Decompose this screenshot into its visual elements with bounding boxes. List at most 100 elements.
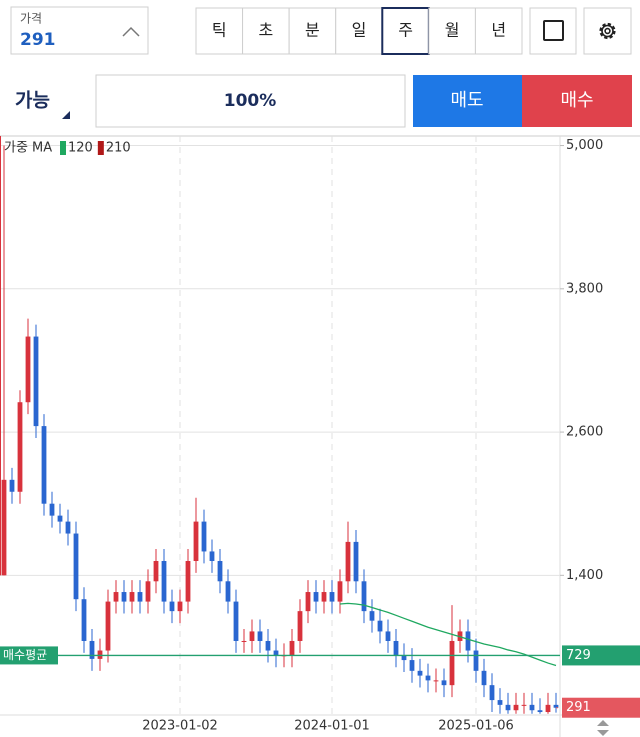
- candle-body: [321, 592, 327, 602]
- period-label: 분: [305, 21, 320, 40]
- candle-body: [537, 710, 543, 713]
- candle-body: [361, 581, 367, 612]
- candle-body: [393, 640, 399, 656]
- candle-body: [153, 560, 159, 582]
- candle-body: [473, 650, 479, 671]
- square-icon: [543, 20, 564, 41]
- candle-body: [185, 560, 191, 602]
- legend-title: 가중 MA: [4, 141, 52, 156]
- period-label: 월: [445, 21, 460, 40]
- x-tick-label: 2023-01-02: [142, 719, 218, 734]
- candle-body: [313, 592, 319, 602]
- candle-body: [489, 685, 495, 701]
- period-label: 초: [258, 21, 273, 40]
- candle-body: [553, 704, 559, 708]
- candle-body: [233, 601, 239, 641]
- candle-body: [137, 592, 143, 602]
- candle-body: [33, 336, 39, 427]
- period-button[interactable]: [242, 7, 290, 55]
- candle-body: [1, 479, 7, 576]
- candle-body: [433, 680, 439, 682]
- chevron: [122, 26, 140, 37]
- buy-button[interactable]: [522, 75, 632, 127]
- candle-body: [41, 426, 47, 504]
- period-label: 년: [491, 21, 506, 40]
- candle-body: [465, 631, 471, 651]
- scroll-up[interactable]: [597, 720, 609, 726]
- candle-body: [225, 581, 231, 602]
- candle-body: [401, 655, 407, 661]
- candle-body: [81, 599, 87, 641]
- y-tick-label: 1,400: [566, 568, 603, 583]
- avg-label: 매수평균: [3, 648, 47, 662]
- period-button[interactable]: [195, 7, 244, 55]
- candle-body: [145, 581, 151, 602]
- sell-label: 매도: [450, 90, 483, 111]
- last-price: 291: [566, 700, 591, 715]
- candle-body: [201, 521, 207, 552]
- candle-body: [345, 541, 351, 582]
- candle-body: [265, 640, 271, 651]
- candle-body: [257, 631, 263, 641]
- legend: 120 210: [60, 141, 131, 156]
- candle-body: [57, 515, 63, 522]
- sell-button[interactable]: [413, 75, 522, 127]
- candle-body: [329, 592, 335, 602]
- candle-body: [65, 521, 71, 534]
- candle-body: [89, 640, 95, 659]
- y-tick-label: 2,600: [566, 425, 603, 440]
- candle-body: [209, 551, 215, 561]
- scroll-down[interactable]: [597, 730, 609, 736]
- candle-body: [545, 704, 551, 713]
- period-label: 주: [398, 21, 413, 40]
- candle-body: [521, 704, 527, 706]
- candle-body: [417, 670, 423, 676]
- period-label: 틱: [212, 21, 227, 40]
- qty-box[interactable]: [95, 74, 406, 128]
- avg-value-box: [562, 645, 640, 666]
- candle-body: [105, 601, 111, 651]
- candle-body: [337, 581, 343, 602]
- candle-body: [177, 601, 183, 612]
- chart: 1,400 2,600 3,800 5,000 2023-01-02 2024-01-01…: [0, 136, 640, 734]
- candle-body: [297, 611, 303, 641]
- settings-button[interactable]: [583, 7, 632, 55]
- period-label: 일: [352, 21, 367, 40]
- candle-body: [289, 640, 295, 656]
- candle-body: [353, 541, 359, 582]
- legend-swatch: [97, 141, 104, 155]
- qty-mode[interactable]: 가능: [15, 90, 50, 112]
- ma-line: [339, 602, 557, 667]
- x-tick-label: 2025-01-06: [438, 719, 514, 734]
- avg-value: 729: [566, 648, 591, 663]
- candle-body: [449, 640, 455, 686]
- candle-body: [193, 521, 199, 561]
- candle-body: [513, 704, 519, 711]
- avg-label-box: [0, 646, 58, 665]
- dropdown-marker: [62, 111, 70, 119]
- legend-label: 120: [68, 141, 93, 156]
- candle-body: [217, 560, 223, 582]
- candle-body: [17, 402, 23, 492]
- x-tick-label: 2024-01-01: [294, 719, 370, 734]
- price-box[interactable]: [10, 6, 149, 55]
- layout-button[interactable]: [529, 7, 577, 55]
- candle-body: [497, 700, 503, 705]
- candle-body: [9, 479, 15, 492]
- buy-label: 매수: [560, 90, 593, 111]
- candle-body: [249, 631, 255, 641]
- qty-value: 100%: [224, 91, 277, 111]
- candle-body: [377, 620, 383, 632]
- candle-body: [441, 680, 447, 686]
- period-button[interactable]: [474, 7, 523, 55]
- candle-body: [273, 650, 279, 656]
- candle-body: [25, 336, 31, 403]
- y-tick-label: 3,800: [566, 281, 603, 296]
- candle-body: [97, 650, 103, 659]
- candle-body: [49, 503, 55, 516]
- candle-body: [305, 592, 311, 612]
- candle-body: [169, 601, 175, 612]
- candle-body: [409, 660, 415, 671]
